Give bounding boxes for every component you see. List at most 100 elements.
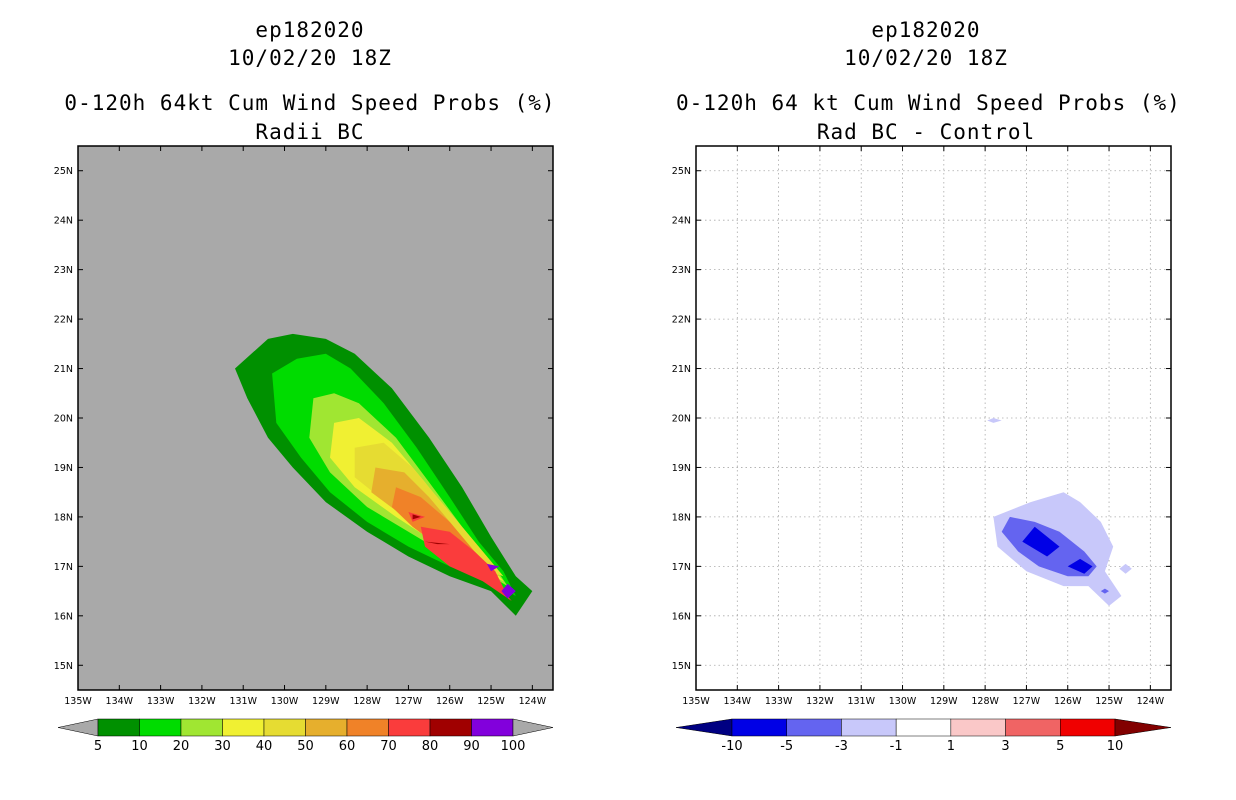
contour-level-neg1-1: [987, 418, 1002, 423]
colorbar-label: 50: [297, 739, 314, 754]
y-tick-label: 16N: [672, 611, 691, 622]
colorbar-over-triangle: [1114, 718, 1172, 737]
colorbar-swatch: [731, 718, 787, 737]
x-tick-label: 125W: [1095, 696, 1123, 707]
colorbar-swatch: [786, 718, 842, 737]
y-tick-label: 17N: [672, 562, 691, 573]
colorbar-label: 40: [256, 739, 273, 754]
colorbar-label: 5: [94, 739, 102, 754]
x-tick-label: 134W: [724, 696, 752, 707]
x-tick-label: 127W: [1013, 696, 1041, 707]
contour-level-90-12: [501, 583, 516, 599]
colorbar-label: 1: [947, 739, 955, 754]
left-map-panel: 135W 134W 133W 132W 131W 130W 129W 128W 127W 126W…: [54, 145, 554, 754]
colorbar-swatch: [346, 718, 389, 737]
right-storm-id: ep182020: [871, 18, 981, 42]
colorbar-swatch: [1005, 718, 1061, 737]
colorbar-under-triangle: [675, 718, 733, 737]
plot-background: [696, 146, 1171, 690]
x-tick-label: 124W: [1137, 696, 1165, 707]
colorbar-label: 20: [173, 739, 190, 754]
x-tick-label: 135W: [682, 696, 710, 707]
colorbar-label: 100: [501, 739, 526, 754]
colorbar-label: -5: [780, 739, 793, 754]
colorbar-label: -3: [835, 739, 848, 754]
y-tick-label: 19N: [54, 463, 73, 474]
y-tick-label: 20N: [54, 414, 73, 425]
x-tick-label: 126W: [1054, 696, 1082, 707]
x-tick-label: 131W: [229, 696, 257, 707]
colorbar-swatch: [1060, 718, 1116, 737]
colorbar-swatch: [895, 718, 952, 737]
x-tick-label: 127W: [395, 696, 423, 707]
y-tick-label: 19N: [672, 463, 691, 474]
colorbar-label: 60: [339, 739, 356, 754]
y-tick-label: 15N: [672, 661, 691, 672]
contour-level-90-11: [486, 563, 500, 572]
x-tick-label: 129W: [312, 696, 340, 707]
x-tick-label: 133W: [147, 696, 175, 707]
x-tick-label: 134W: [106, 696, 134, 707]
x-tick-label: 133W: [765, 696, 793, 707]
colorbar-label: -1: [890, 739, 903, 754]
x-tick-label: 132W: [806, 696, 834, 707]
y-tick-label: 25N: [672, 166, 691, 177]
colorbar-swatch: [841, 718, 897, 737]
colorbar-swatch: [97, 718, 140, 737]
x-tick-label: 129W: [930, 696, 958, 707]
y-tick-label: 21N: [54, 364, 73, 375]
contour-level-neg5-6: [1067, 558, 1093, 574]
colorbar-swatch: [305, 718, 348, 737]
y-tick-label: 22N: [672, 315, 691, 326]
contour-level-80-9: [425, 541, 450, 545]
x-tick-label: 130W: [271, 696, 299, 707]
x-tick-label: 128W: [971, 696, 999, 707]
y-tick-label: 23N: [672, 265, 691, 276]
colorbar-label: 90: [463, 739, 480, 754]
left-datetime: 10/02/20 18Z: [228, 46, 392, 70]
contour-level-70-7: [420, 526, 512, 601]
x-tick-label: 130W: [889, 696, 917, 707]
left-storm-id: ep182020: [255, 18, 365, 42]
colorbar-swatch: [139, 718, 182, 737]
colorbar-label: 80: [422, 739, 439, 754]
colorbar-swatch: [180, 718, 223, 737]
y-tick-label: 25N: [54, 166, 73, 177]
colorbar-over-triangle: [512, 718, 554, 737]
y-tick-label: 18N: [54, 512, 73, 523]
x-tick-label: 135W: [64, 696, 92, 707]
colorbar-swatch: [429, 718, 472, 737]
contour-level-80-10: [412, 514, 421, 520]
y-tick-label: 15N: [54, 661, 73, 672]
left-chart-title: 0-120h 64kt Cum Wind Speed Probs (%): [64, 91, 556, 115]
colorbar-swatch: [388, 718, 431, 737]
colorbar-label: 10: [131, 739, 148, 754]
colorbar-label: 5: [1056, 739, 1064, 754]
y-tick-label: 17N: [54, 562, 73, 573]
right-chart-subtitle: Rad BC - Control: [816, 120, 1036, 144]
colorbar-swatch: [950, 718, 1006, 737]
y-tick-label: 24N: [54, 216, 73, 227]
x-tick-label: 124W: [519, 696, 547, 707]
x-tick-label: 126W: [436, 696, 464, 707]
x-tick-label: 131W: [847, 696, 875, 707]
y-tick-label: 18N: [672, 512, 691, 523]
right-datetime: 10/02/20 18Z: [844, 46, 1008, 70]
y-tick-label: 24N: [672, 216, 691, 227]
colorbar-label: 30: [214, 739, 231, 754]
x-tick-label: 125W: [477, 696, 505, 707]
y-tick-label: 16N: [54, 611, 73, 622]
y-tick-label: 21N: [672, 364, 691, 375]
left-chart-subtitle: Radii BC: [255, 120, 365, 144]
x-tick-label: 132W: [188, 696, 216, 707]
contour-level-neg1-2: [1119, 563, 1132, 574]
colorbar-label: -10: [721, 739, 742, 754]
colorbar-swatch: [471, 718, 514, 737]
colorbar-under-triangle: [57, 718, 99, 737]
colorbar-label: 70: [380, 739, 397, 754]
y-tick-label: 23N: [54, 265, 73, 276]
colorbar-label: 3: [1001, 739, 1009, 754]
colorbar-label: 10: [1107, 739, 1124, 754]
colorbar-swatch: [263, 718, 306, 737]
